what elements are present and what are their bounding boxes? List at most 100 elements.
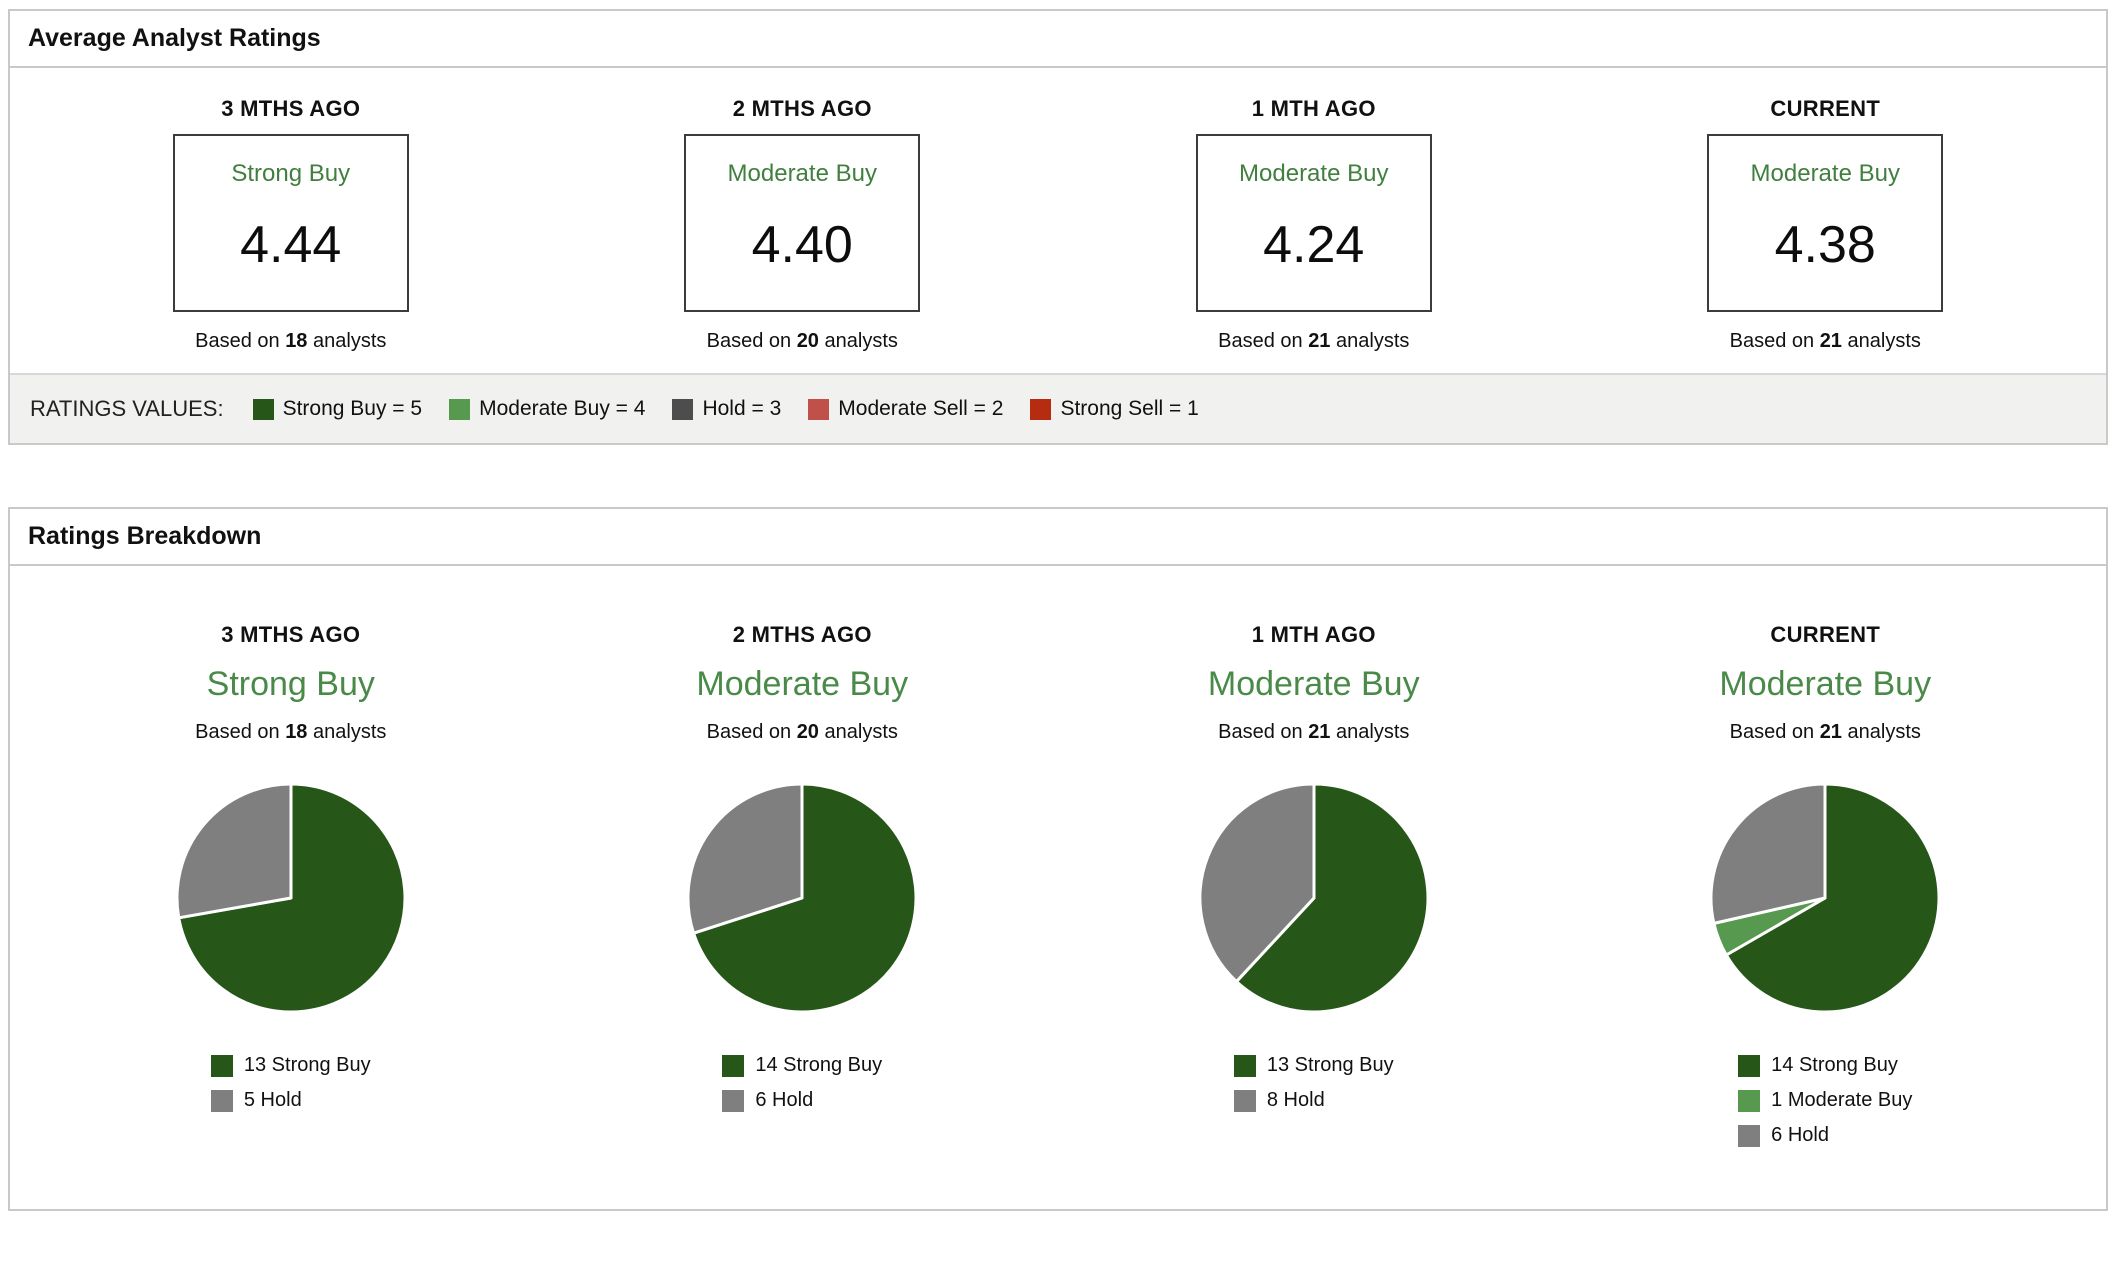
pie-legend: 14 Strong Buy 6 Hold [722, 1054, 882, 1112]
based-on-text: Based on 21 analysts [1218, 330, 1409, 353]
based-on-prefix: Based on [1729, 330, 1815, 352]
legend-color-swatch [722, 1054, 745, 1077]
based-on-text: Based on 21 analysts [1218, 721, 1409, 744]
pie-legend: 13 Strong Buy 8 Hold [1233, 1054, 1394, 1112]
legend-color-swatch [1738, 1054, 1761, 1077]
period-label: CURRENT [1770, 622, 1881, 647]
based-on-suffix: analysts [313, 330, 387, 352]
legend-item-moderate-sell: Moderate Sell = 2 [808, 397, 1003, 421]
period-label: 1 MTH AGO [1251, 622, 1376, 647]
legend-item-label: 13 Strong Buy [243, 1054, 371, 1076]
based-on-text: Based on 18 analysts [195, 721, 386, 744]
period-label: 1 MTH AGO [1251, 96, 1376, 121]
based-on-suffix: analysts [1336, 721, 1410, 743]
panel-gap [8, 445, 2108, 507]
legend-color-swatch [1738, 1089, 1761, 1112]
legend-item-label: 5 Hold [243, 1089, 302, 1111]
panel-title: Ratings Breakdown [10, 509, 2106, 566]
rating-label: Strong Buy [231, 160, 351, 187]
ratings-breakdown-panel: Ratings Breakdown 3 MTHS AGO Strong Buy … [8, 507, 2108, 1211]
legend-item: 5 Hold [210, 1089, 302, 1112]
analyst-count: 21 [1308, 721, 1331, 743]
rating-label: Moderate Buy [1207, 665, 1420, 703]
analyst-count: 18 [285, 330, 308, 352]
legend-item-label: 13 Strong Buy [1266, 1054, 1394, 1076]
rating-box: Moderate Buy 4.24 [1195, 134, 1432, 312]
based-on-suffix: analysts [1847, 330, 1921, 352]
legend-item-label: 6 Hold [755, 1089, 814, 1111]
breakdown-column-3mths: 3 MTHS AGO Strong Buy Based on 18 analys… [35, 622, 547, 1147]
legend-item-label: 1 Moderate Buy [1771, 1089, 1913, 1111]
based-on-suffix: analysts [824, 721, 898, 743]
pie-legend: 14 Strong Buy 1 Moderate Buy 6 Hold [1738, 1054, 1912, 1147]
based-on-prefix: Based on [1218, 330, 1303, 352]
panel-title: Average Analyst Ratings [10, 11, 2106, 68]
based-on-prefix: Based on [195, 721, 280, 743]
rating-box: Strong Buy 4.44 [172, 134, 409, 312]
legend-color-swatch [1233, 1054, 1256, 1077]
analyst-count: 20 [796, 330, 819, 352]
breakdown-column-current: CURRENT Moderate Buy Based on 21 analyst… [1570, 622, 2082, 1147]
legend-item-label: Moderate Sell = 2 [838, 397, 1004, 420]
based-on-suffix: analysts [313, 721, 387, 743]
based-on-prefix: Based on [706, 721, 792, 743]
rating-label: Moderate Buy [1719, 665, 1932, 703]
avg-rating-column-current: CURRENT Moderate Buy 4.38 Based on 21 an… [1570, 96, 2082, 353]
legend-item-strong-sell: Strong Sell = 1 [1030, 397, 1199, 421]
legend-item: 13 Strong Buy [210, 1054, 371, 1077]
legend-item: 8 Hold [1233, 1089, 1325, 1112]
based-on-suffix: analysts [1847, 721, 1921, 743]
legend-item-moderate-buy: Moderate Buy = 4 [449, 397, 645, 421]
pie-slice [1725, 782, 1941, 1014]
analyst-count: 20 [796, 721, 819, 743]
breakdown-column-1mth: 1 MTH AGO Moderate Buy Based on 21 analy… [1058, 622, 1570, 1147]
legend-item-label: 8 Hold [1266, 1089, 1325, 1111]
ratings-breakdown-grid: 3 MTHS AGO Strong Buy Based on 18 analys… [10, 566, 2106, 1209]
legend-item-label: 14 Strong Buy [1771, 1054, 1898, 1076]
pie-slice [1234, 782, 1430, 1014]
legend-color-swatch [210, 1089, 233, 1112]
legend-item-label: Moderate Buy = 4 [479, 397, 646, 420]
legend-item-label: 6 Hold [1771, 1124, 1829, 1146]
avg-rating-column-1mth: 1 MTH AGO Moderate Buy 4.24 Based on 21 … [1058, 96, 1570, 353]
legend-color-swatch [808, 398, 830, 420]
legend-item: 13 Strong Buy [1233, 1054, 1394, 1077]
period-label: 3 MTHS AGO [221, 622, 361, 647]
legend-color-swatch [1738, 1124, 1761, 1147]
period-label: 2 MTHS AGO [732, 622, 872, 647]
rating-label: Moderate Buy [727, 160, 877, 187]
based-on-text: Based on 20 analysts [707, 721, 898, 744]
period-label: CURRENT [1770, 96, 1881, 121]
analyst-count: 18 [285, 721, 308, 743]
legend-item: 1 Moderate Buy [1738, 1089, 1912, 1112]
rating-label: Moderate Buy [1239, 160, 1389, 187]
rating-value: 4.24 [1263, 216, 1365, 274]
legend-color-swatch [672, 398, 694, 420]
legend-item: 14 Strong Buy [722, 1054, 882, 1077]
legend-color-swatch [252, 398, 274, 420]
pie-slice [1198, 782, 1316, 984]
breakdown-column-2mths: 2 MTHS AGO Moderate Buy Based on 20 anal… [547, 622, 1059, 1147]
legend-color-swatch [1233, 1089, 1256, 1112]
based-on-text: Based on 21 analysts [1730, 721, 1921, 744]
legend-item: 6 Hold [1738, 1124, 1829, 1147]
pie-chart [1198, 782, 1430, 1014]
pie-slice [175, 782, 293, 920]
avg-rating-column-3mths: 3 MTHS AGO Strong Buy 4.44 Based on 18 a… [35, 96, 547, 353]
average-ratings-grid: 3 MTHS AGO Strong Buy 4.44 Based on 18 a… [10, 68, 2106, 373]
legend-item-hold: Hold = 3 [672, 397, 781, 421]
analyst-count: 21 [1308, 330, 1331, 352]
rating-value: 4.38 [1774, 216, 1876, 274]
pie-slice [1709, 782, 1827, 925]
pie-legend: 13 Strong Buy 5 Hold [210, 1054, 371, 1112]
based-on-text: Based on 21 analysts [1730, 330, 1921, 353]
ratings-values-label: RATINGS VALUES: [30, 396, 224, 421]
analyst-count: 21 [1819, 721, 1842, 743]
rating-label: Strong Buy [206, 665, 375, 703]
legend-item-label: 14 Strong Buy [755, 1054, 883, 1076]
based-on-prefix: Based on [1729, 721, 1815, 743]
rating-value: 4.44 [240, 216, 342, 274]
legend-color-swatch [449, 398, 471, 420]
based-on-prefix: Based on [1218, 721, 1303, 743]
rating-box: Moderate Buy 4.40 [684, 134, 921, 312]
